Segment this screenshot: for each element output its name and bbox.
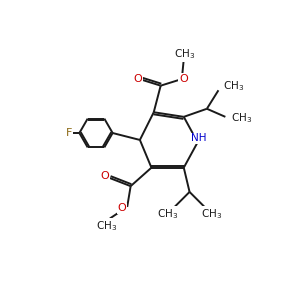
Text: O: O [179,74,188,84]
Text: O: O [101,171,110,181]
Text: NH: NH [191,133,206,143]
Text: O: O [134,74,142,84]
Text: CH$_3$: CH$_3$ [157,207,178,221]
Text: CH$_3$: CH$_3$ [96,219,117,233]
Text: CH$_3$: CH$_3$ [231,111,252,125]
Text: CH$_3$: CH$_3$ [174,48,196,62]
Text: CH$_3$: CH$_3$ [201,207,223,221]
Text: F: F [66,128,72,138]
Text: O: O [118,203,127,213]
Text: CH$_3$: CH$_3$ [223,79,244,93]
